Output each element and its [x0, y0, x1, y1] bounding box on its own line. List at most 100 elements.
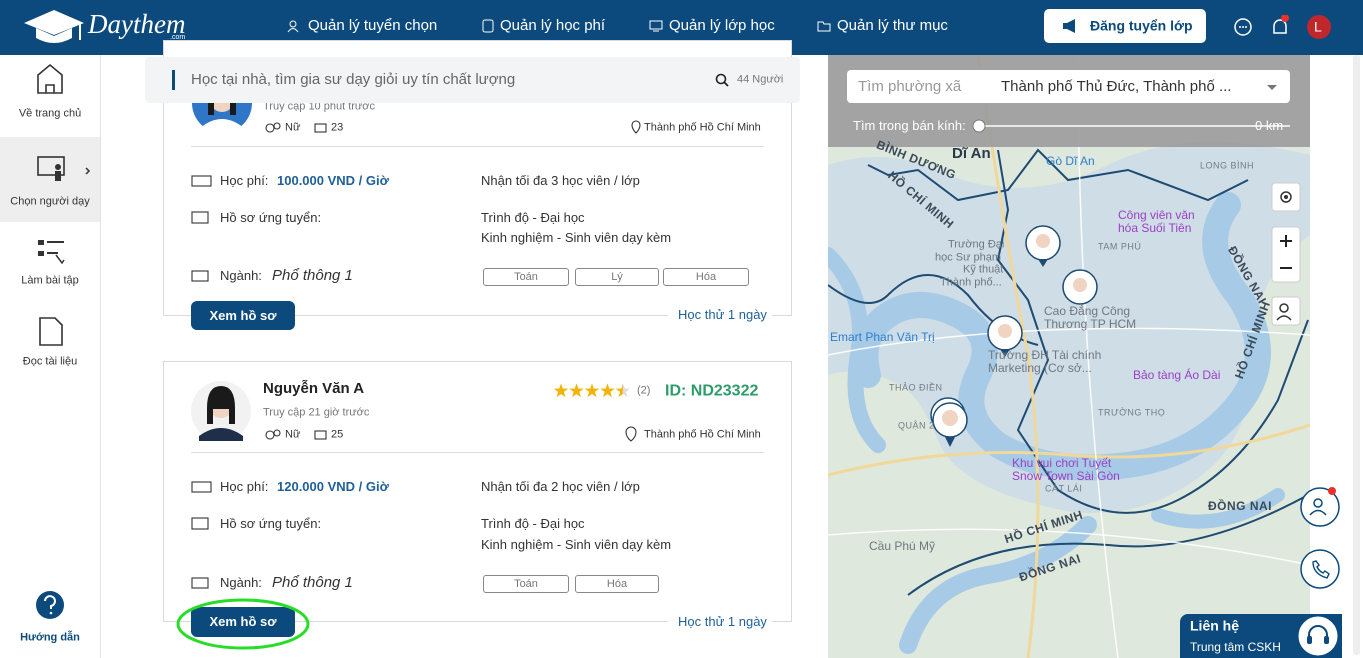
- level: Trình độ - Đại học: [481, 516, 585, 532]
- star-empty: [615, 383, 631, 398]
- nav-item[interactable]: Quản lý tuyển chọn: [308, 17, 438, 34]
- search-accent: [172, 70, 175, 90]
- major-label: Ngành:: [220, 575, 262, 591]
- fee: 100.000 VND / Giờ: [277, 173, 389, 189]
- nav-item[interactable]: Quản lý thư mục: [837, 17, 948, 34]
- megaphone-icon: [1063, 19, 1075, 33]
- nav-item[interactable]: Quản lý lớp học: [669, 17, 775, 34]
- sidebar-item[interactable]: Chọn người dạy: [10, 195, 90, 208]
- border-gap: [668, 306, 772, 324]
- map-label: CÁT LÁI: [1045, 483, 1083, 494]
- map-label: Cao Đẳng Công: [1044, 303, 1131, 318]
- star: [569, 383, 584, 398]
- star: [584, 383, 600, 398]
- map[interactable]: [828, 55, 1310, 658]
- visit-time: Truy cập 10 phút trước: [263, 100, 375, 113]
- nav-icon: [649, 20, 663, 32]
- map-label: Thương TP HCM: [1044, 316, 1137, 331]
- age: 23: [331, 121, 344, 134]
- sidebar-item[interactable]: Làm bài tập: [21, 274, 79, 287]
- trial: Học thử 1 ngày: [678, 614, 767, 630]
- tutor-id: ID: ND23322: [665, 382, 759, 400]
- location: Thành phố Hồ Chí Minh: [644, 428, 761, 441]
- logo-icon: [24, 10, 84, 43]
- contact-title: Liên hệ: [1190, 617, 1240, 634]
- sidebar-icons: [36, 63, 91, 619]
- post-button[interactable]: Đăng tuyển lớp: [1044, 9, 1206, 43]
- star: [600, 383, 615, 398]
- map-label: Thành phố...: [940, 276, 1002, 289]
- map-label: Khu vui chơi Tuyết: [1012, 455, 1112, 470]
- map-label: TAM PHÚ: [1098, 241, 1142, 252]
- visit-time: Truy cập 21 giờ trước: [263, 406, 370, 419]
- view-profile-button[interactable]: Xem hồ sơ: [191, 607, 295, 637]
- map-label: Dĩ An: [952, 145, 991, 162]
- subject-tag: Toán: [483, 268, 569, 286]
- tutor-name: Nguyễn Văn A: [263, 380, 365, 397]
- sidebar-active: [0, 137, 100, 222]
- nav-icon: [482, 19, 494, 33]
- experience: Kinh nghiệm - Sinh viên dạy kèm: [481, 230, 672, 246]
- rating-stars: [553, 383, 631, 398]
- star: [615, 384, 623, 398]
- user-avatar[interactable]: L: [1314, 18, 1322, 35]
- experience: Kinh nghiệm - Sinh viên dạy kèm: [481, 537, 672, 553]
- map-label: Trường Đại: [948, 238, 1005, 251]
- star: [553, 383, 569, 398]
- map-label: Bảo tàng Áo Dài: [1133, 367, 1221, 382]
- search-placeholder: Học tại nhà, tìm gia sư dạy giỏi uy tín …: [191, 71, 516, 88]
- sidebar-item[interactable]: Đọc tài liệu: [22, 355, 78, 368]
- nav-item[interactable]: Quản lý học phí: [500, 17, 606, 34]
- help-link[interactable]: Hướng dẫn: [20, 631, 80, 644]
- floating-buttons[interactable]: [1298, 484, 1343, 594]
- headset-icon: [1297, 615, 1339, 657]
- radius-value: 0 km: [1255, 118, 1284, 134]
- map-label: Kỹ thuật: [963, 263, 1004, 276]
- nav-icon: [817, 21, 831, 32]
- rating-fill: [553, 383, 623, 398]
- divider: [191, 146, 764, 147]
- logo[interactable]: Daythem: [88, 8, 186, 39]
- map-label: hóa Suối Tiên: [1118, 220, 1192, 235]
- profile-label: Hồ sơ ứng tuyển:: [220, 516, 322, 532]
- sidebar-item[interactable]: Về trang chủ: [18, 107, 82, 120]
- radius-label: Tìm trong bán kính:: [853, 118, 966, 134]
- view-profile-button[interactable]: Xem hồ sơ: [191, 301, 295, 330]
- tutor-card: [163, 361, 792, 622]
- map-label: LONG BÌNH: [1200, 160, 1255, 171]
- contact-subtitle: Trung tâm CSKH: [1190, 639, 1281, 654]
- logo-sub: .com: [170, 33, 186, 41]
- fee-label: Học phí:: [220, 479, 269, 495]
- capacity: Nhận tối đa 3 học viên / lớp: [481, 173, 640, 189]
- map-label: Gò Dĩ An: [1046, 153, 1095, 168]
- map-label: THẢO ĐIỀN: [889, 382, 943, 393]
- header-icons: [1234, 15, 1331, 39]
- major-label: Ngành:: [220, 268, 262, 284]
- tutor-photo: [191, 381, 251, 441]
- ward-value[interactable]: Thành phố Thủ Đức, Thành phố ...: [1001, 78, 1232, 95]
- fee-label: Học phí:: [220, 173, 269, 189]
- subject-tag: Hóa: [663, 268, 749, 286]
- result-count: 44 Người: [737, 73, 784, 86]
- post-button-label: Đăng tuyển lớp: [1090, 17, 1193, 34]
- scrollbar[interactable]: [1353, 55, 1360, 655]
- nav-icon: [287, 20, 299, 33]
- major: Phổ thông 1: [272, 574, 353, 591]
- subject-tag: Hóa: [575, 575, 659, 593]
- gender: Nữ: [285, 428, 301, 441]
- gender: Nữ: [285, 121, 301, 134]
- search-bar[interactable]: [145, 57, 800, 103]
- ward-placeholder[interactable]: Tìm phường xã: [858, 78, 962, 95]
- subject-tag: Lý: [575, 268, 659, 286]
- map-label: học Sư phạm: [935, 251, 1002, 264]
- map-label: Cầu Phú Mỹ: [869, 538, 936, 553]
- map-label: Emart Phan Văn Trị: [830, 329, 935, 344]
- age: 25: [331, 428, 344, 441]
- divider: [191, 452, 764, 453]
- profile-label: Hồ sơ ứng tuyển:: [220, 210, 322, 226]
- subject-tag: Toán: [483, 575, 569, 593]
- search-icon[interactable]: [715, 73, 729, 87]
- capacity: Nhận tối đa 2 học viên / lớp: [481, 479, 640, 495]
- major: Phổ thông 1: [272, 267, 353, 284]
